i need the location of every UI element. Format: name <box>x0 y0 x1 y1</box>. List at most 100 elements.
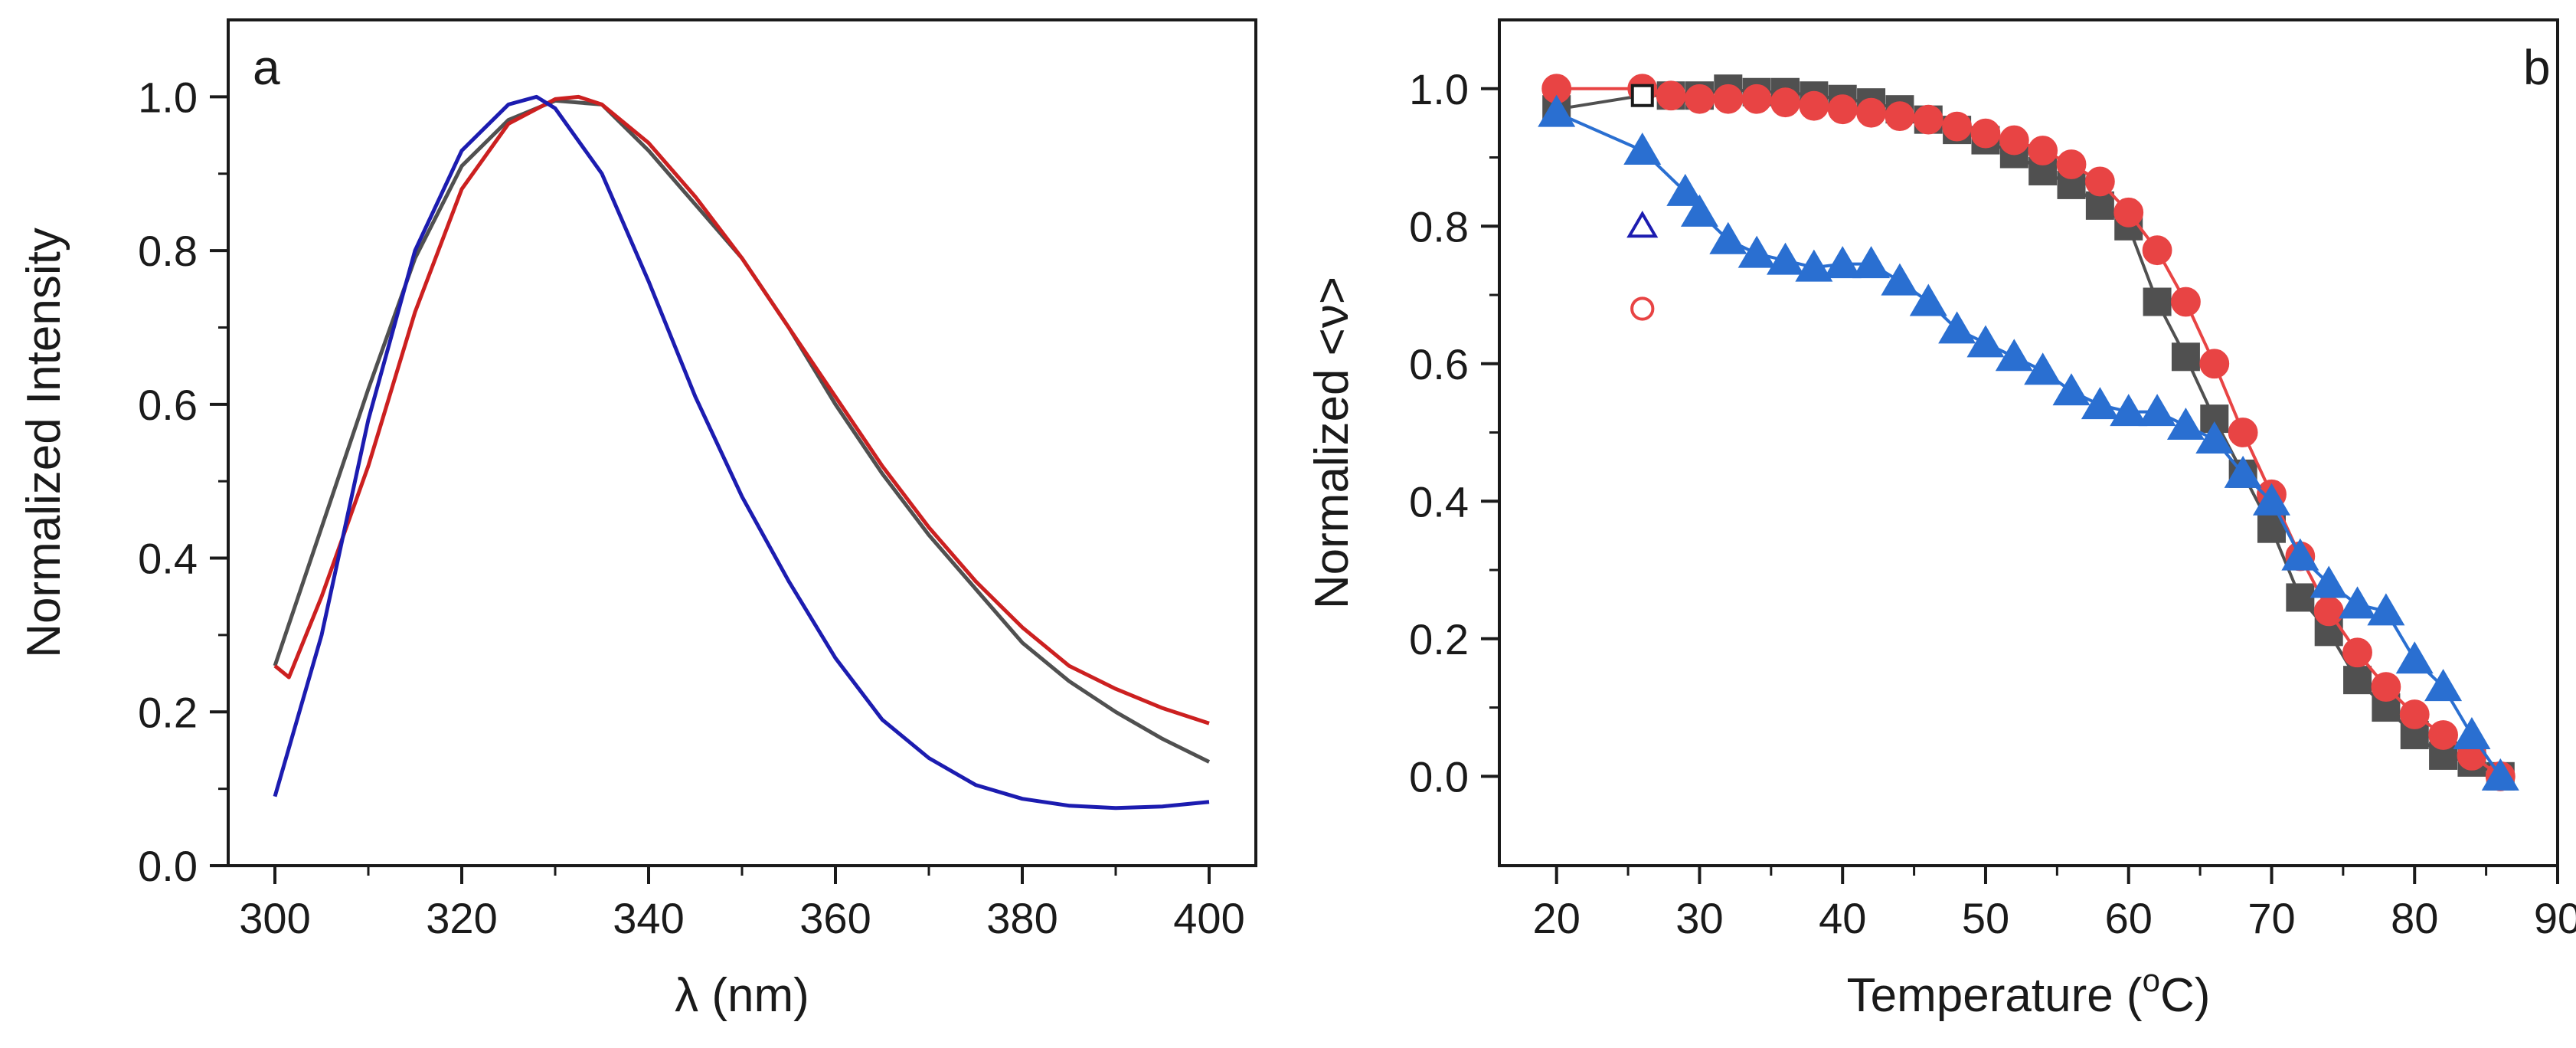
x-tick-label: 340 <box>613 894 684 942</box>
data-point-square <box>2143 287 2172 316</box>
x-axis-label-pre: Temperature ( <box>1847 969 2143 1022</box>
data-point-circle <box>2142 235 2172 266</box>
data-point-triangle <box>2453 716 2491 749</box>
data-point-triangle <box>1767 242 1805 275</box>
y-tick-label: 1.0 <box>138 73 198 121</box>
data-point-circle <box>1856 97 1886 128</box>
y-tick-label: 0.8 <box>138 227 198 275</box>
data-point-circle <box>2113 197 2144 228</box>
x-axis-label: Temperature (oC) <box>1847 962 2211 1022</box>
data-point-triangle <box>2424 669 2463 702</box>
x-tick-label: 80 <box>2391 894 2438 942</box>
data-point-circle <box>1913 104 1943 135</box>
data-point-circle <box>2028 136 2058 165</box>
open-marker-square <box>1630 84 1654 107</box>
data-point-triangle <box>1966 325 2005 358</box>
data-point-triangle <box>2110 394 2148 427</box>
data-point-circle <box>1970 118 2001 149</box>
data-point-circle <box>2199 349 2230 379</box>
x-tick-label: 320 <box>426 894 497 942</box>
data-point-circle <box>2313 596 2344 627</box>
data-point-triangle <box>1709 221 1747 254</box>
data-point-circle <box>2056 149 2087 179</box>
y-tick-label: 0.6 <box>138 381 198 429</box>
x-tick-label: 400 <box>1173 894 1244 942</box>
y-tick-label: 0.0 <box>1409 752 1469 801</box>
data-point-circle <box>2171 287 2201 317</box>
data-point-circle <box>2342 637 2372 668</box>
x-tick-label: 380 <box>986 894 1058 942</box>
panel-letter: a <box>253 40 280 95</box>
y-axis-label: Normalized <ν> <box>1306 277 1358 609</box>
y-tick-label: 0.2 <box>1409 615 1469 663</box>
data-point-circle <box>1827 94 1858 125</box>
plot-frame <box>227 18 1257 867</box>
data-point-triangle <box>1823 246 1862 279</box>
data-point-circle <box>2428 720 2458 750</box>
data-point-circle <box>1999 125 2029 156</box>
data-point-triangle <box>2395 641 2434 674</box>
x-axis-label-sup: o <box>2143 962 2160 998</box>
data-point-triangle <box>2310 565 2348 598</box>
data-point-triangle <box>1995 339 2033 372</box>
data-point-triangle <box>2224 455 2262 488</box>
data-point-triangle <box>2339 586 2377 619</box>
series-line-2 <box>273 94 1210 811</box>
data-point-circle <box>1885 101 1915 132</box>
data-point-triangle <box>2081 387 2119 420</box>
spectra-chart: 300 320 340 360 380 400 0.0 0.2 0.4 0.6 0.8 1.0 Norm… <box>18 18 1257 1022</box>
data-point-circle <box>1713 84 1744 114</box>
x-tick-label: 70 <box>2247 894 2295 942</box>
x-tick-label: 30 <box>1675 894 1723 942</box>
y-tick-label: 0.4 <box>1409 477 1469 526</box>
y-tick-label: 1.0 <box>1409 65 1469 113</box>
x-tick-label: 90 <box>2534 894 2576 942</box>
data-point-triangle <box>1938 311 1976 344</box>
data-point-triangle <box>2166 408 2205 440</box>
data-point-circle <box>1770 87 1800 118</box>
y-tick-label: 0.4 <box>138 535 198 583</box>
data-point-triangle <box>1852 246 1891 279</box>
x-tick-label: 50 <box>1962 894 2009 942</box>
x-tick-label: 60 <box>2105 894 2153 942</box>
data-point-circle <box>1656 80 1686 111</box>
data-point-triangle <box>1538 94 1576 127</box>
x-tick-label: 40 <box>1819 894 1866 942</box>
y-tick-label: 0.0 <box>138 842 198 890</box>
data-point-triangle <box>2367 593 2405 626</box>
x-tick-label: 20 <box>1533 894 1581 942</box>
open-marker-circle <box>1630 296 1655 321</box>
data-point-circle <box>1942 111 1973 142</box>
data-point-circle <box>1799 90 1829 121</box>
data-point-triangle <box>2195 421 2234 454</box>
data-point-triangle <box>1795 249 1833 282</box>
chart-panel-b: 20 30 40 50 60 70 80 90 0.0 0.2 0.4 0.6 0.8 1.0 Normal… <box>1294 0 2576 1048</box>
data-point-circle <box>2371 672 2401 702</box>
data-point-triangle <box>1909 283 1947 316</box>
data-point-circle <box>1741 84 1772 114</box>
data-point-triangle <box>2281 538 2319 571</box>
data-point-triangle <box>2252 483 2290 516</box>
series-line-1 <box>273 94 1210 725</box>
temperature-chart: 20 30 40 50 60 70 80 90 0.0 0.2 0.4 0.6 0.8 1.0 Normal… <box>1306 18 2576 1022</box>
data-point-triangle <box>2052 373 2091 406</box>
data-point-triangle <box>2024 352 2062 385</box>
data-point-circle <box>2228 418 2258 447</box>
data-point-square <box>2286 583 2315 612</box>
panel-letter: b <box>2523 40 2551 95</box>
data-point-triangle <box>1737 235 1776 268</box>
y-tick-label: 0.6 <box>1409 340 1469 388</box>
data-point-circle <box>2399 699 2430 729</box>
data-point-triangle <box>2481 758 2519 791</box>
x-axis-label: λ (nm) <box>675 969 809 1022</box>
data-point-triangle <box>1881 263 1919 296</box>
data-point-triangle <box>1666 173 1705 206</box>
y-tick-label: 0.8 <box>1409 202 1469 251</box>
data-point-triangle <box>1680 194 1718 227</box>
x-tick-label: 300 <box>239 894 310 942</box>
y-tick-label: 0.2 <box>138 688 198 736</box>
data-point-triangle <box>2138 394 2176 427</box>
y-axis-label: Normalized Intensity <box>18 228 70 658</box>
data-point-square <box>2343 666 2372 695</box>
data-point-square <box>2171 342 2200 372</box>
